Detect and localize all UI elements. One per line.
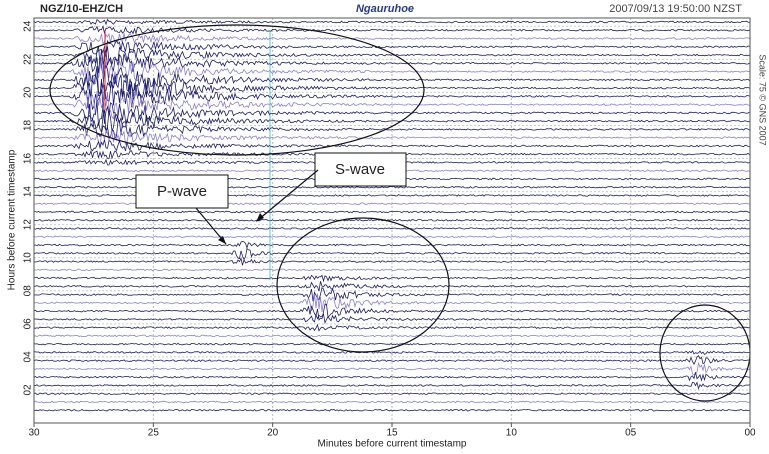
annotation-label: S-wave: [335, 161, 385, 178]
y-axis-label: Hours before current timestamp: [7, 149, 18, 290]
trace: [33, 120, 750, 139]
trace: [34, 392, 750, 395]
trace: [33, 50, 750, 75]
y-tick-label: 04: [23, 351, 34, 363]
x-tick-label: 30: [28, 428, 40, 439]
y-tick-label: 24: [23, 20, 34, 32]
x-tick-label: 00: [744, 428, 756, 439]
y-tick-label: 14: [23, 186, 34, 198]
trace: [33, 361, 750, 375]
trace: [33, 334, 750, 338]
y-tick-label: 22: [23, 53, 34, 65]
y-tick-label: 02: [23, 384, 34, 396]
trace: [33, 91, 750, 120]
trace: [33, 78, 750, 112]
y-tick-label: 20: [23, 86, 34, 98]
y-tick-label: 08: [23, 285, 34, 297]
trace: [33, 323, 750, 332]
arrow-head: [256, 213, 264, 222]
x-tick-label: 15: [386, 428, 398, 439]
trace: [33, 218, 750, 222]
trace: [33, 247, 750, 261]
trace: [33, 129, 750, 147]
annotation-box: [314, 152, 407, 187]
event-ellipse: [276, 217, 450, 353]
trace: [33, 286, 750, 302]
trace: [33, 293, 750, 313]
trace: [34, 350, 750, 355]
y-tick-label: 12: [23, 219, 34, 231]
trace: [33, 342, 750, 346]
y-tick-label: 06: [23, 318, 34, 330]
trace: [33, 139, 750, 152]
x-tick-label: 25: [148, 428, 160, 439]
arrow-head: [218, 236, 226, 244]
trace: [33, 25, 750, 35]
annotation-box: [135, 174, 229, 209]
y-tick-label: 16: [23, 153, 34, 165]
y-tick-label: 10: [23, 252, 34, 264]
timestamp: 2007/09/13 19:50:00 NZST: [609, 3, 742, 15]
trace: [34, 73, 750, 100]
annotations: P-wave S-wave: [49, 24, 751, 402]
event-ellipse: [49, 24, 425, 156]
chart-title: Ngauruhoe: [356, 3, 414, 15]
trace: [33, 303, 750, 321]
trace: [33, 372, 750, 382]
side-note: Scale: 75 © GNS 2007: [758, 54, 768, 145]
station-label: NGZ/10-EHZ/CH: [40, 3, 123, 15]
arrow: [257, 169, 319, 221]
trace: [33, 235, 750, 239]
x-tick-label: 20: [267, 428, 279, 439]
trace: [33, 64, 750, 95]
trace: [33, 39, 750, 55]
trace: [33, 281, 750, 292]
trace: [33, 56, 750, 85]
trace: [33, 408, 750, 412]
y-tick-label: 18: [23, 119, 34, 131]
x-tick-label: 10: [506, 428, 518, 439]
trace: [34, 210, 750, 214]
trace: [33, 268, 750, 272]
x-axis-label: Minutes before current timestamp: [318, 439, 467, 450]
trace: [33, 18, 750, 26]
x-tick-label: 05: [625, 428, 637, 439]
trace: [33, 240, 750, 250]
trace: [33, 227, 750, 230]
annotation-label: P-wave: [157, 183, 207, 200]
trace: [33, 32, 750, 45]
trace: [33, 400, 750, 404]
trace: [33, 257, 750, 266]
trace: [33, 313, 750, 325]
trace: [33, 101, 750, 126]
trace: [33, 381, 750, 390]
plot-frame: [33, 17, 751, 424]
trace: [33, 355, 750, 365]
trace: [33, 46, 750, 65]
trace: [34, 274, 750, 283]
trace: [33, 109, 750, 134]
